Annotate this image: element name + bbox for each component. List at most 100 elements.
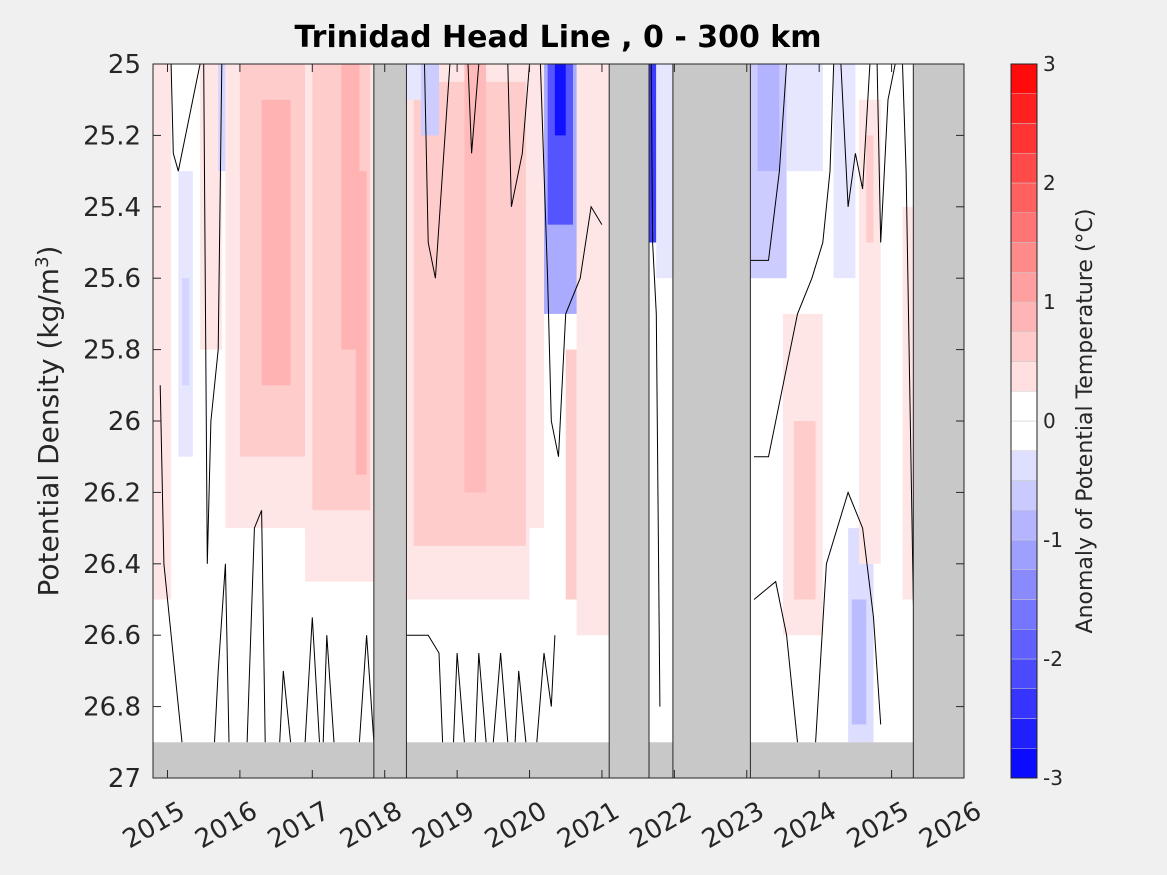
colorbar-bin (1010, 361, 1038, 392)
x-tick-label: 2018 (335, 796, 407, 855)
y-tick-label: 25.8 (83, 336, 141, 366)
anomaly-patch (793, 421, 816, 600)
zero-contour-line (536, 635, 556, 743)
colorbar-tick-label: -3 (1043, 766, 1063, 790)
zero-contour-line (492, 652, 509, 743)
colorbar-tick-label: -1 (1043, 528, 1063, 552)
y-axis-label-end: ) (32, 246, 65, 257)
zero-contour-line (203, 64, 223, 564)
x-tick-label: 2016 (190, 796, 262, 855)
no-data-period (672, 64, 751, 778)
zero-contour-line (474, 652, 487, 743)
zero-contour-line (840, 64, 871, 207)
y-tick-label: 25.6 (83, 264, 141, 294)
x-tick-label: 2022 (625, 796, 697, 855)
colorbar-bin (1010, 242, 1038, 273)
no-data-period (608, 64, 650, 778)
zero-contour-line (406, 634, 444, 743)
y-axis-label-main: Potential Density (kg/m (32, 268, 65, 597)
anomaly-patch (355, 171, 367, 475)
y-axis: 25 25.2 25.4 25.6 25.8 26 26.2 26.4 26.6 26.8 27 (83, 50, 964, 794)
anomaly-patch (656, 64, 673, 279)
x-tick-label: 2024 (770, 796, 842, 855)
colorbar-ticks: -3 -2 -1 0 1 2 3 (1043, 52, 1063, 790)
zero-contour-line (214, 563, 230, 743)
no-data-bottom-layer (153, 742, 964, 778)
y-tick-label: 25 (108, 50, 141, 80)
anomaly-patch (529, 64, 545, 529)
colorbar-bin (1010, 510, 1038, 541)
x-tick-label: 2015 (118, 796, 190, 855)
anomaly-patch (218, 64, 226, 172)
zero-contour-line (358, 635, 375, 743)
colorbar-bin (1010, 420, 1038, 451)
zero-contours (159, 64, 918, 743)
y-axis-label-superscript: 3 (32, 256, 53, 267)
colorbar-bin (1010, 748, 1038, 779)
anomaly-patch (851, 599, 867, 725)
colorbar-bin (1010, 182, 1038, 213)
y-tick-label: 25.4 (83, 193, 141, 223)
colorbar-bin (1010, 629, 1038, 660)
zero-contour-line (159, 385, 183, 743)
colorbar-bin (1010, 539, 1038, 570)
x-tick-label: 2017 (263, 796, 335, 855)
anomaly-patch (554, 64, 566, 136)
colorbar-tick-label: 1 (1043, 290, 1056, 314)
x-tick-label: 2020 (480, 796, 552, 855)
colorbar-frame (1010, 63, 1038, 779)
zero-contour-line (424, 64, 451, 279)
x-tick-label: 2019 (408, 796, 480, 855)
colorbar-bin (1010, 93, 1038, 124)
zero-contour-line (170, 64, 201, 172)
colorbar-bin (1010, 688, 1038, 719)
colorbar-bin (1010, 153, 1038, 184)
y-tick-label: 26.2 (83, 478, 141, 508)
colorbar-bin (1010, 480, 1038, 511)
no-data-regions (153, 64, 964, 778)
zero-contour-line (539, 64, 603, 457)
anomaly-patch (866, 135, 874, 243)
colorbar-bin (1010, 301, 1038, 332)
y-tick-label: 25.2 (83, 121, 141, 151)
y-tick-label: 26 (108, 407, 141, 437)
zero-contour-line (514, 670, 527, 743)
y-tick-label: 27 (108, 764, 141, 794)
colorbar-bin (1010, 391, 1038, 422)
colorbar-bin (1010, 123, 1038, 154)
y-axis-label: Potential Density (kg/m3) (32, 246, 66, 597)
anomaly-patch (261, 99, 291, 386)
colorbar-bin (1010, 272, 1038, 303)
x-tick-label: 2026 (914, 796, 986, 855)
colorbar-tick-label: 0 (1043, 409, 1056, 433)
zero-contour-line (322, 635, 335, 743)
zero-contour-line (754, 64, 835, 458)
anomaly-patch (649, 64, 657, 243)
colorbar-tick-label: -2 (1043, 647, 1063, 671)
anomaly-patch (464, 64, 487, 493)
colorbar-tick-label: 2 (1043, 171, 1056, 195)
x-tick-label: 2023 (697, 796, 769, 855)
colorbar-bin (1010, 63, 1038, 94)
anomaly-patch (493, 99, 512, 386)
zero-contour-line (453, 652, 465, 743)
zero-contour-line (750, 64, 788, 261)
colorbar-bin (1010, 450, 1038, 481)
anomaly-patch (576, 64, 610, 636)
x-tick-label: 2025 (842, 796, 914, 855)
zero-contour-line (246, 510, 266, 743)
zero-contour-line (467, 64, 480, 154)
colorbar-label: Anomaly of Potential Temperature (°C) (1073, 209, 1098, 634)
colorbar (1010, 63, 1038, 779)
colorbar-bin (1010, 569, 1038, 600)
no-data-period (912, 64, 964, 778)
anomaly-patch (757, 64, 780, 172)
anomaly-patch (420, 64, 440, 136)
y-tick-label: 26.4 (83, 550, 141, 580)
anomaly-patch (406, 64, 425, 100)
anomaly-patch (902, 206, 914, 600)
anomaly-patch (181, 278, 190, 386)
colorbar-bin (1010, 599, 1038, 630)
anomaly-patch (786, 64, 823, 172)
